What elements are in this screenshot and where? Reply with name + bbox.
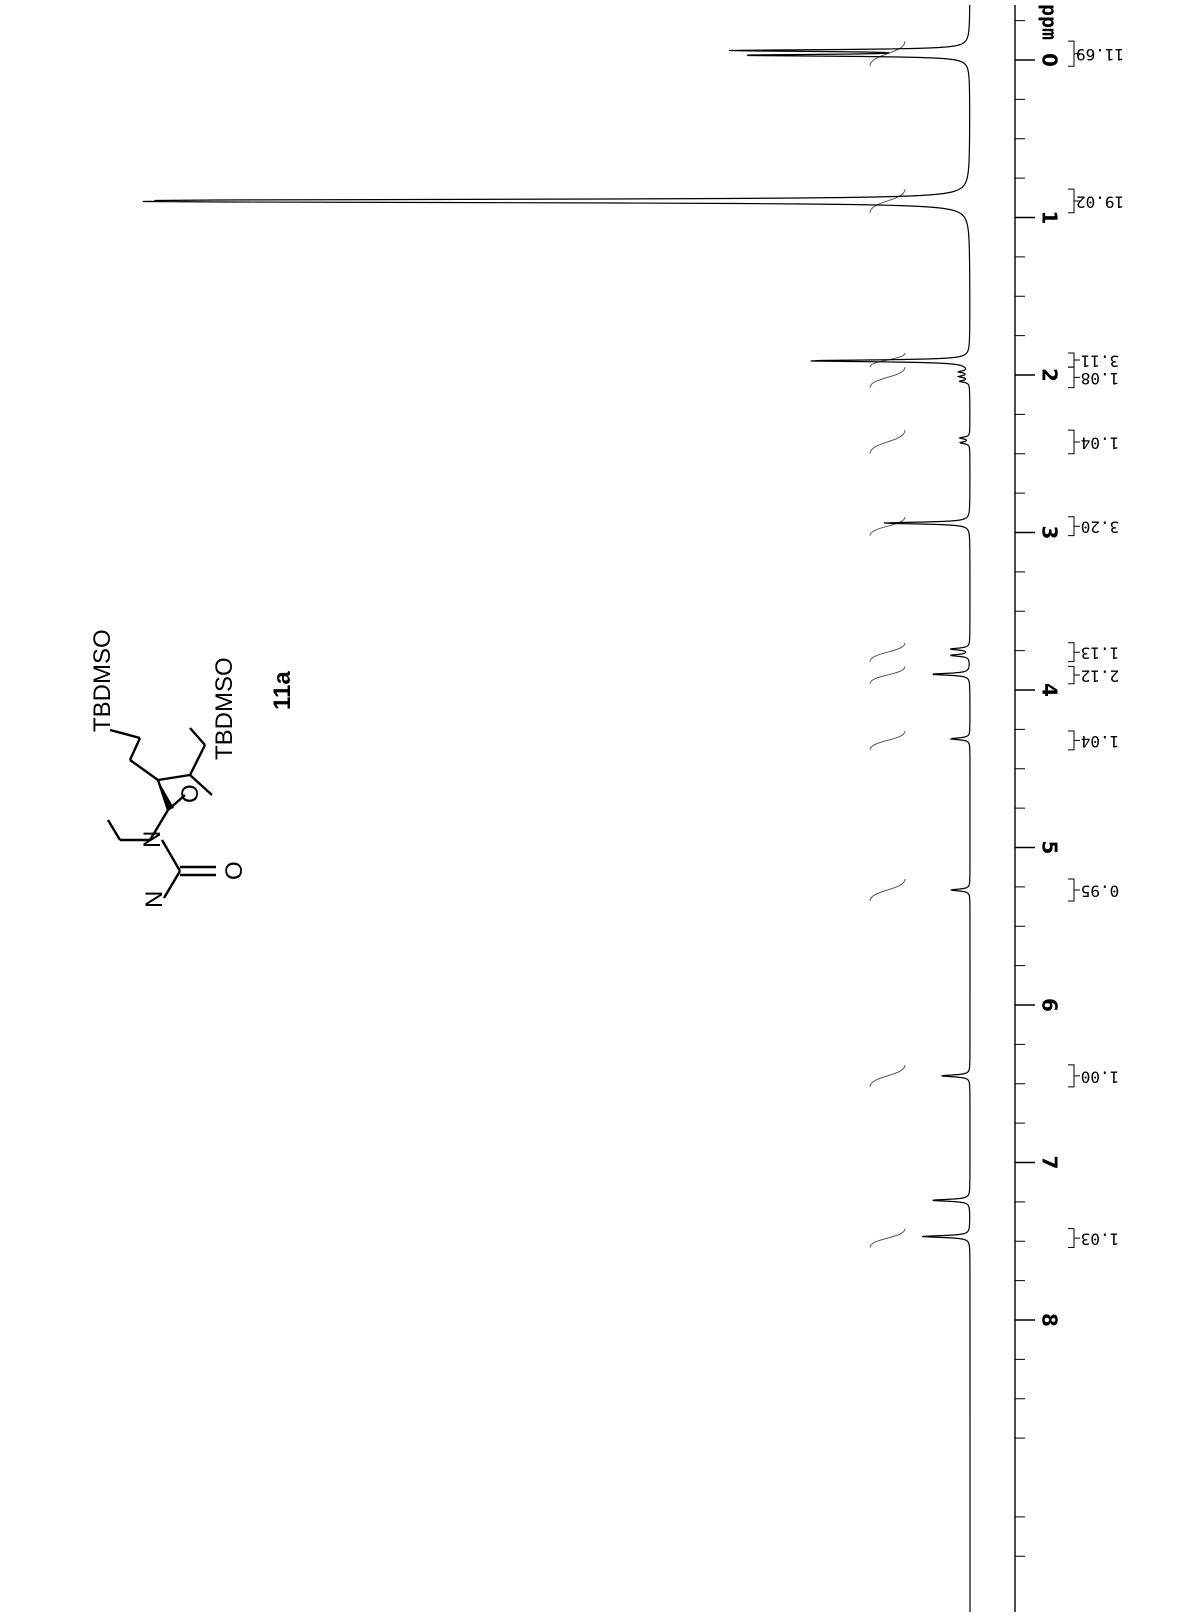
integral-label-3: 1.08 [1081,369,1120,388]
bond [148,809,170,841]
integral-brackets [1068,40,1080,1249]
bond [189,774,213,796]
integral-label-9: 0.95 [1081,882,1120,901]
oxo-label: O [221,861,248,880]
integral-bracket-0 [1068,40,1080,67]
integral-label-8: 1.04 [1081,732,1120,751]
bond [109,728,141,740]
tbdmso-primary-label: TBDMSO [89,629,116,732]
tick-label-6: 6 [1038,998,1062,1012]
bond [162,870,182,899]
integral-bracket-9 [1068,878,1080,902]
n3-label: N [141,891,168,908]
integral-label-4: 1.04 [1081,433,1120,452]
integral-label-1: 19.02 [1076,192,1124,211]
integral-label-6: 1.13 [1081,644,1120,663]
bond [128,737,142,761]
integral-label-2: 3.11 [1081,352,1120,371]
bond [157,773,191,782]
bond [189,727,206,746]
tick-label-0: 0 [1038,53,1062,67]
integral-bracket-6 [1068,642,1080,663]
axis-title: ppm [1038,4,1062,40]
integral-labels: 11.69 19.02 3.111.08 1.04 3.20 1.13 2.12 1.04 0.… [1076,45,1124,1248]
tick-label-2: 2 [1038,368,1062,382]
bond [106,819,122,841]
integral-curves [869,40,906,1248]
integral-label-7: 2.12 [1081,667,1120,686]
integral-bracket-11 [1068,1228,1080,1249]
structure-bonds [106,727,216,899]
wedge-bond [158,780,174,810]
spectrum-trace [142,4,971,1612]
n1-label: N [139,831,166,848]
tick-label-7: 7 [1038,1156,1062,1170]
integral-bracket-7 [1068,665,1080,685]
integral-bracket-4 [1068,429,1080,455]
bond [160,839,182,872]
compound-label: 11a [269,671,296,710]
tbdmso-secondary-label: TBDMSO [211,657,238,760]
integral-label-11: 1.03 [1081,1230,1120,1249]
tick-label-3: 3 [1038,526,1062,540]
ring-o-label: O [177,784,204,803]
integral-bracket-3 [1068,366,1080,389]
ppm-axis: 0 1 2 3 4 5 6 7 8 ppm [1014,4,1062,1612]
integral-bracket-8 [1068,730,1080,751]
tick-labels: 0 1 2 3 4 5 6 7 8 [1038,53,1062,1327]
integral-label-10: 1.00 [1081,1067,1120,1086]
integral-bracket-1 [1068,188,1080,214]
major-ticks [1015,59,1035,1321]
tick-label-8: 8 [1038,1313,1062,1327]
integral-bracket-2 [1068,352,1080,368]
tick-label-4: 4 [1038,683,1062,697]
spectrum-plot: 11.69 19.02 3.111.08 1.04 3.20 1.13 2.12 1.04 0.… [142,4,1124,1612]
bond [129,759,159,781]
integral-label-5: 3.20 [1081,518,1120,537]
integral-bracket-5 [1068,516,1080,537]
bond [188,744,207,776]
minor-ticks [1015,20,1025,1557]
tick-label-5: 5 [1038,841,1062,855]
tick-label-1: 1 [1038,211,1062,225]
chemical-structure: O N N O TBDMSO TBDMSO 11a [89,629,296,908]
integral-label-0: 11.69 [1076,45,1124,64]
integral-bracket-10 [1068,1064,1080,1088]
